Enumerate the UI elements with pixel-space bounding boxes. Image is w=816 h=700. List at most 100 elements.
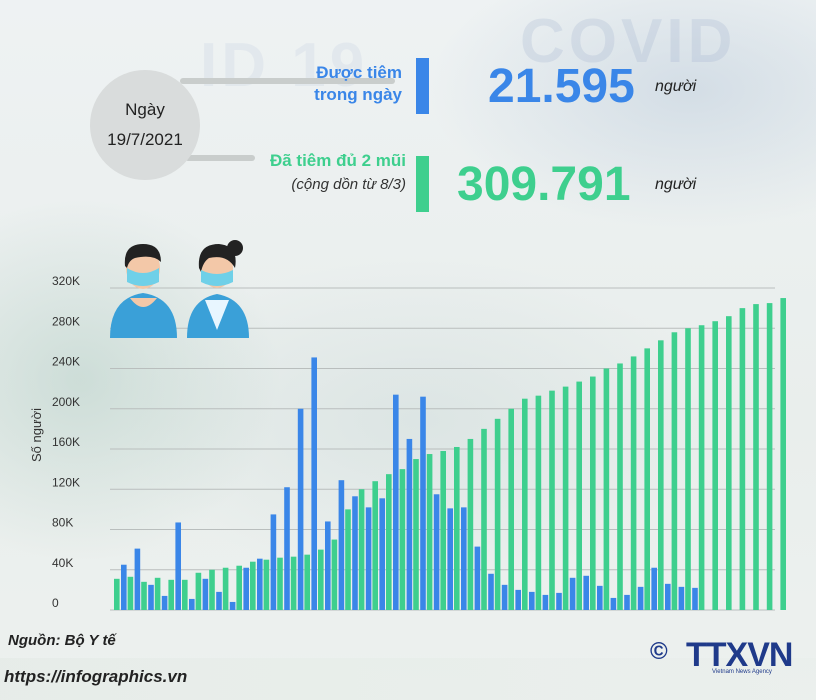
bar-daily xyxy=(365,507,372,610)
bar-cumulative xyxy=(413,459,419,610)
bar-cumulative xyxy=(236,565,242,610)
bar-cumulative xyxy=(562,386,569,610)
daily-value: 21.595 xyxy=(488,60,635,113)
bar-cumulative xyxy=(467,438,474,610)
bar-cumulative xyxy=(182,579,188,610)
bar-cumulative xyxy=(331,539,338,610)
bar-cumulative xyxy=(386,474,392,610)
bar-cumulative xyxy=(318,549,324,610)
cumulative-label: Đã tiêm đủ 2 mũi xyxy=(269,151,406,170)
bar-cumulative xyxy=(154,577,161,610)
bar-daily xyxy=(692,587,698,610)
date-connector-top xyxy=(180,78,395,84)
bar-daily xyxy=(229,601,236,610)
bar-daily xyxy=(161,595,168,610)
bar-cumulative xyxy=(481,428,487,610)
bar-daily xyxy=(624,594,630,610)
bar-cumulative xyxy=(766,303,773,610)
bar-daily xyxy=(665,583,671,610)
y-tick-label: 0 xyxy=(52,596,59,610)
y-tick-label: 320K xyxy=(52,274,80,288)
bar-daily xyxy=(257,558,263,610)
logo-text: TTXVN xyxy=(686,636,793,674)
bar-daily xyxy=(148,584,154,610)
bar-daily xyxy=(243,567,249,610)
bar-daily xyxy=(338,480,345,610)
website-link[interactable]: https://infographics.vn xyxy=(4,667,188,686)
y-tick-label: 120K xyxy=(52,475,80,489)
bar-cumulative xyxy=(549,390,555,610)
bar-cumulative xyxy=(590,376,596,610)
masked-people-illustration xyxy=(110,240,249,338)
bar-cumulative xyxy=(304,554,310,610)
bar-cumulative xyxy=(780,298,786,610)
bar-cumulative xyxy=(168,579,174,610)
bar-cumulative xyxy=(127,576,134,610)
daily-unit: người xyxy=(655,78,697,95)
bar-daily xyxy=(352,496,358,610)
bar-daily xyxy=(637,586,644,610)
bar-cumulative xyxy=(508,408,514,610)
bar-cumulative xyxy=(671,332,678,610)
bar-cumulative xyxy=(250,561,256,610)
footer-band xyxy=(0,658,816,700)
bar-daily xyxy=(175,522,181,610)
bar-daily xyxy=(189,598,195,610)
bar-cumulative xyxy=(522,398,528,610)
bar-cumulative xyxy=(114,578,120,610)
y-tick-label: 280K xyxy=(52,314,80,328)
y-tick-label: 160K xyxy=(52,435,80,449)
bar-daily xyxy=(488,573,494,610)
cumulative-unit: người xyxy=(655,176,697,193)
bar-cumulative xyxy=(712,321,718,610)
bar-daily xyxy=(325,521,331,610)
cumulative-marker xyxy=(416,156,429,212)
bar-daily xyxy=(583,575,589,610)
cumulative-sublabel: (cộng dồn từ 8/3) xyxy=(291,176,406,193)
bar-daily xyxy=(121,564,127,610)
bar-cumulative xyxy=(454,446,460,610)
bar-cumulative xyxy=(739,308,746,610)
ttxvn-logo: © TTXVN Vietnam News Agency xyxy=(650,636,800,675)
date-label: Ngày xyxy=(125,100,165,119)
bar-daily xyxy=(134,548,141,610)
background-ghost-text-2: ID 19 xyxy=(200,31,369,100)
y-axis-ticks: 0 40K 80K 120K 160K 200K 240K 280K 320K xyxy=(52,274,80,610)
bar-daily xyxy=(501,584,508,610)
cumulative-value: 309.791 xyxy=(457,158,631,211)
bar-cumulative xyxy=(372,481,378,610)
bar-daily xyxy=(542,594,549,610)
bar-daily xyxy=(216,591,222,610)
bar-daily xyxy=(556,592,562,610)
bar-daily xyxy=(461,507,467,610)
bar-cumulative xyxy=(399,469,406,610)
bar-cumulative xyxy=(209,569,215,610)
bar-daily xyxy=(297,408,304,610)
bar-cumulative xyxy=(726,316,732,610)
bar-cumulative xyxy=(576,381,582,610)
bar-cumulative xyxy=(222,567,229,610)
bar-cumulative xyxy=(440,451,446,610)
bar-cumulative xyxy=(494,418,501,610)
date-value: 19/7/2021 xyxy=(107,130,183,149)
bar-daily xyxy=(379,498,385,610)
bar-cumulative xyxy=(535,395,542,610)
daily-marker xyxy=(416,58,429,114)
bar-cumulative xyxy=(644,348,650,610)
bar-cumulative xyxy=(263,559,270,610)
bar-cumulative xyxy=(753,304,759,610)
bar-daily xyxy=(474,546,481,610)
daily-label: Được tiêm trong ngày xyxy=(314,63,402,104)
logo-subtitle: Vietnam News Agency xyxy=(712,669,772,675)
bars xyxy=(114,298,786,610)
bar-cumulative xyxy=(658,340,664,610)
y-tick-label: 80K xyxy=(52,516,73,530)
background-ghost-text: COVID xyxy=(520,7,737,76)
bar-daily xyxy=(610,597,617,610)
bar-cumulative xyxy=(277,557,283,610)
date-badge: Ngày 19/7/2021 xyxy=(90,70,200,180)
bar-cumulative xyxy=(698,325,705,610)
bar-cumulative xyxy=(630,356,637,610)
bar-daily xyxy=(597,585,603,610)
